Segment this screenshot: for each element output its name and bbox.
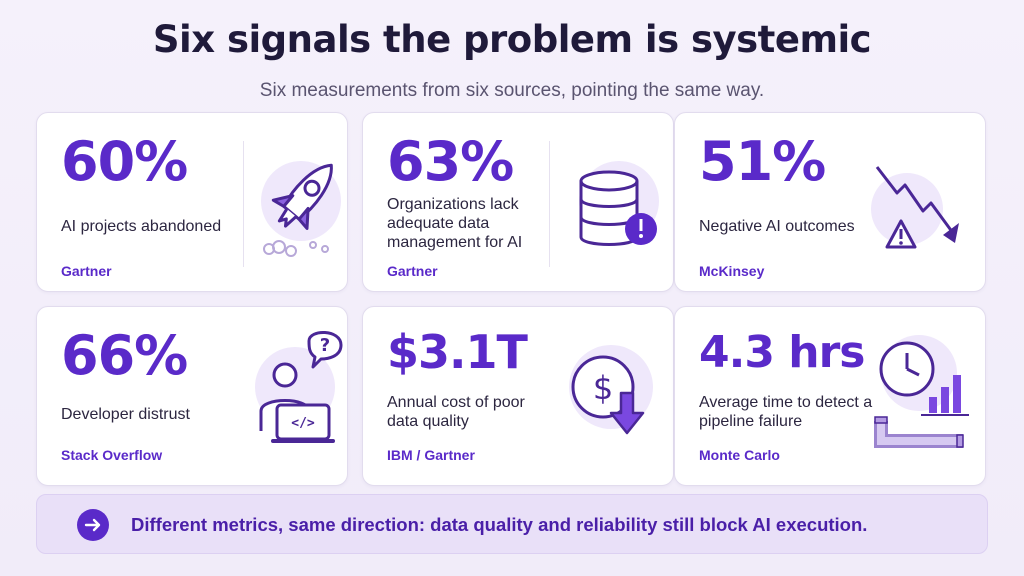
stat-value: 4.3 hrs	[699, 327, 865, 378]
card-divider	[243, 141, 244, 267]
card-divider	[549, 141, 550, 267]
stat-value: 60%	[61, 130, 188, 193]
stat-description: Annual cost of poor data quality	[387, 394, 525, 430]
database-warning-icon	[559, 137, 669, 269]
stat-value: 63%	[387, 130, 514, 193]
stat-value: $3.1T	[387, 325, 528, 379]
stat-description: Organizations lack adequate data managem…	[387, 196, 523, 251]
dollar-down-icon: $	[549, 323, 669, 455]
stat-description: Developer distrust	[61, 406, 190, 423]
clock-pipeline-icon	[871, 323, 983, 455]
svg-text:?: ?	[320, 335, 330, 356]
page-subtitle: Six measurements from six sources, point…	[259, 80, 765, 101]
svg-text:</>: </>	[291, 416, 315, 431]
stat-source: Stack Overflow	[61, 447, 163, 463]
summary-message: Different metrics, same direction: data …	[131, 514, 868, 535]
downtrend-warning-icon	[871, 137, 981, 269]
stat-card-negative-outcomes: 51% Negative AI outcomes McKinsey	[674, 112, 986, 292]
stat-card-ai-projects: 60% AI projects abandoned Gartner	[36, 112, 348, 292]
stat-card-pipeline-failure: 4.3 hrs Average time to detect a pipelin…	[674, 306, 986, 486]
stat-description: AI projects abandoned	[61, 218, 222, 235]
svg-text:$: $	[593, 369, 613, 407]
stat-description: Negative AI outcomes	[699, 218, 855, 235]
rocket-icon	[251, 137, 343, 269]
stat-source: Gartner	[61, 263, 112, 279]
stat-value: 66%	[61, 324, 188, 387]
stat-source: Monte Carlo	[699, 447, 780, 463]
summary-banner: Different metrics, same direction: data …	[36, 494, 988, 554]
arrow-right-icon	[77, 509, 109, 541]
stat-card-developer-distrust: 66% Developer distrust Stack Overflow </…	[36, 306, 348, 486]
stat-card-data-management: 63% Organizations lack adequate data man…	[362, 112, 674, 292]
stat-card-data-quality-cost: $3.1T Annual cost of poor data quality I…	[362, 306, 674, 486]
stat-value: 51%	[699, 130, 826, 193]
page-title: Six signals the problem is systemic	[152, 18, 872, 61]
developer-question-icon: </> ?	[251, 323, 343, 455]
stat-description: Average time to detect a pipeline failur…	[699, 394, 873, 430]
stat-source: Gartner	[387, 263, 438, 279]
stat-source: IBM / Gartner	[387, 447, 475, 463]
stat-source: McKinsey	[699, 263, 765, 279]
